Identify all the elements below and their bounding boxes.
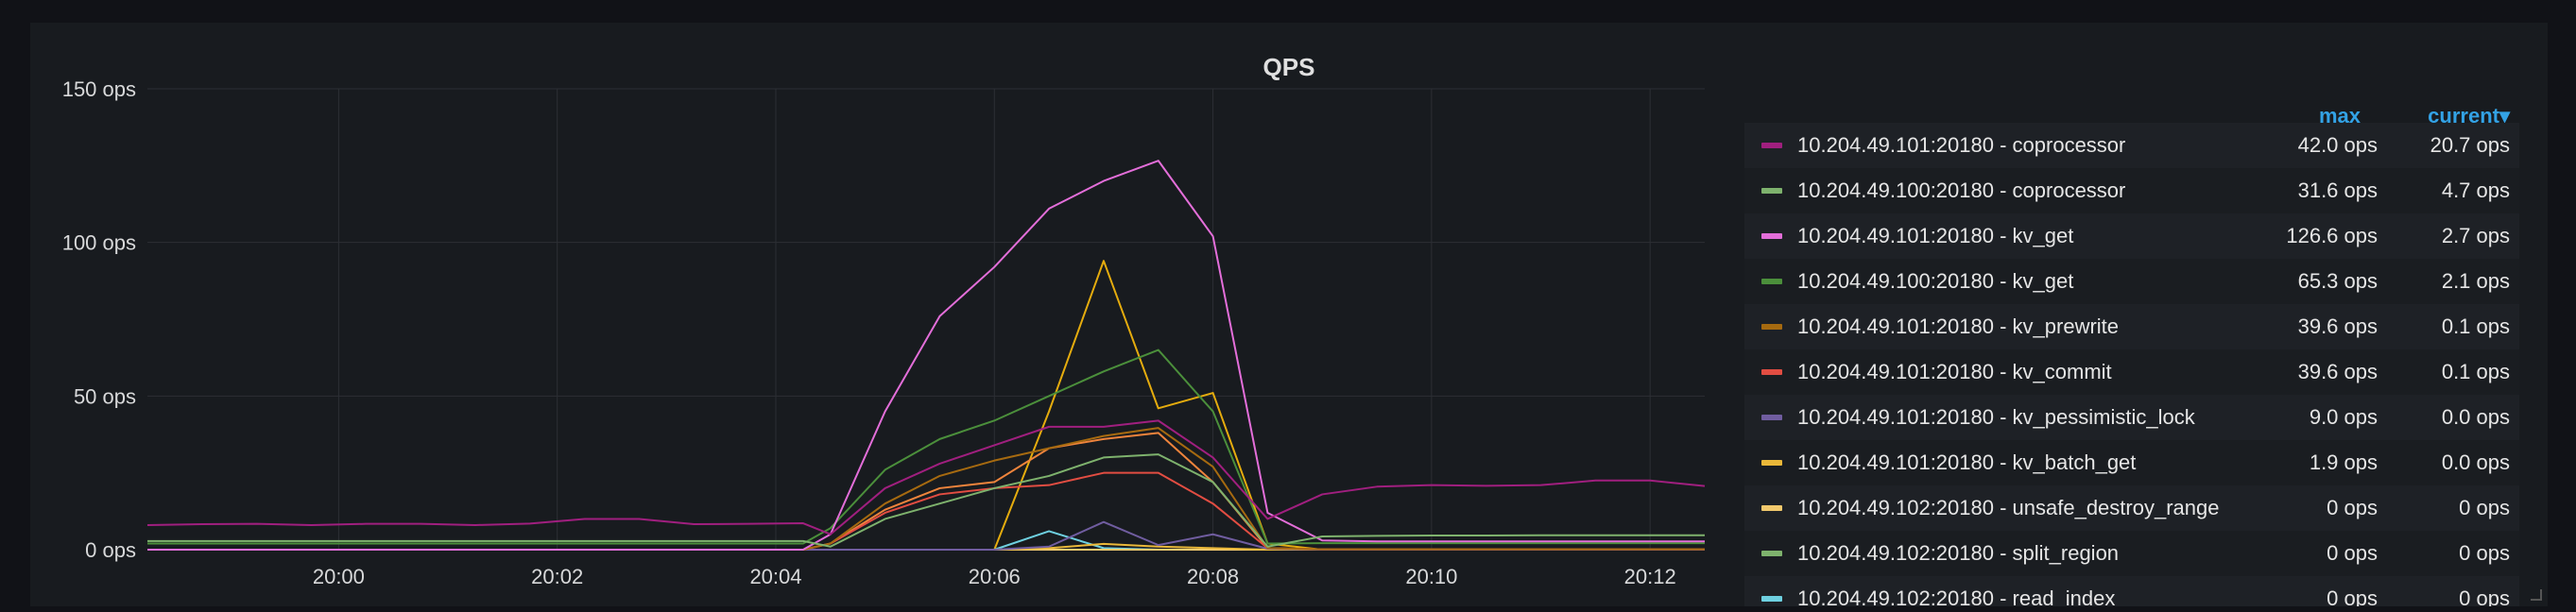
legend-swatch-icon[interactable] — [1761, 233, 1782, 239]
legend-swatch-icon[interactable] — [1761, 596, 1782, 602]
legend-item-name[interactable]: 10.204.49.101:20180 - kv_prewrite — [1797, 304, 2119, 349]
legend-item-name[interactable]: 10.204.49.101:20180 - kv_batch_get — [1797, 440, 2136, 485]
legend-item-name[interactable]: 10.204.49.101:20180 - coprocessor — [1797, 123, 2125, 168]
legend-header: max current▾ — [1744, 81, 2519, 123]
legend-item[interactable]: 10.204.49.101:20180 - kv_prewrite 39.6 op… — [1744, 304, 2519, 349]
series-line[interactable] — [147, 454, 1705, 547]
chart-series — [147, 161, 1705, 550]
legend-item-max: 42.0 ops — [2298, 123, 2378, 168]
resize-handle-icon[interactable] — [2531, 589, 2542, 601]
legend-item-max: 9.0 ops — [2310, 395, 2378, 440]
y-tick-label: 100 ops — [62, 231, 136, 255]
legend-item-max: 31.6 ops — [2298, 168, 2378, 213]
chart-legend: max current▾ 10.204.49.101:20180 - copro… — [1744, 81, 2519, 606]
chart-grid — [147, 89, 1705, 550]
legend-swatch-icon[interactable] — [1761, 415, 1782, 420]
legend-item-max: 126.6 ops — [2286, 213, 2378, 259]
series-line[interactable] — [147, 433, 1705, 550]
series-line[interactable] — [147, 473, 1705, 550]
y-tick-label: 150 ops — [62, 77, 136, 101]
series-line[interactable] — [147, 420, 1705, 534]
legend-item-name[interactable]: 10.204.49.100:20180 - kv_get — [1797, 259, 2073, 304]
series-line[interactable] — [147, 161, 1705, 550]
legend-item-max: 39.6 ops — [2298, 349, 2378, 395]
legend-swatch-icon[interactable] — [1761, 324, 1782, 330]
x-tick-label: 20:00 — [313, 565, 365, 588]
legend-item-max: 0 ops — [2327, 531, 2378, 576]
x-tick-label: 20:02 — [531, 565, 583, 588]
legend-item-current: 2.7 ops — [2442, 213, 2510, 259]
x-axis: 20:00 20:02 20:04 20:06 20:08 20:10 20:12 — [313, 565, 1676, 588]
legend-swatch-icon[interactable] — [1761, 143, 1782, 148]
legend-rows: 10.204.49.101:20180 - coprocessor 42.0 op… — [1744, 123, 2519, 606]
legend-item-name[interactable]: 10.204.49.102:20180 - split_region — [1797, 531, 2119, 576]
series-line[interactable] — [147, 261, 1705, 550]
legend-swatch-icon[interactable] — [1761, 505, 1782, 511]
legend-item[interactable]: 10.204.49.101:20180 - kv_batch_get 1.9 op… — [1744, 440, 2519, 485]
legend-item-max: 1.9 ops — [2310, 440, 2378, 485]
legend-item-name[interactable]: 10.204.49.100:20180 - coprocessor — [1797, 168, 2125, 213]
x-tick-label: 20:10 — [1405, 565, 1457, 588]
legend-item[interactable]: 10.204.49.102:20180 - unsafe_destroy_ran… — [1744, 485, 2519, 531]
legend-swatch-icon[interactable] — [1761, 369, 1782, 375]
legend-item-current: 0.0 ops — [2442, 395, 2510, 440]
legend-swatch-icon[interactable] — [1761, 279, 1782, 284]
legend-item-max: 39.6 ops — [2298, 304, 2378, 349]
legend-item-name[interactable]: 10.204.49.101:20180 - kv_get — [1797, 213, 2073, 259]
y-tick-label: 50 ops — [74, 384, 136, 408]
legend-item-name[interactable]: 10.204.49.101:20180 - kv_commit — [1797, 349, 2112, 395]
y-tick-label: 0 ops — [85, 538, 136, 562]
legend-item-name[interactable]: 10.204.49.102:20180 - read_index — [1797, 576, 2115, 606]
legend-item[interactable]: 10.204.49.101:20180 - kv_get 126.6 ops 2.7… — [1744, 213, 2519, 259]
x-tick-label: 20:12 — [1624, 565, 1676, 588]
legend-item[interactable]: 10.204.49.102:20180 - split_region 0 ops 0… — [1744, 531, 2519, 576]
legend-item-current: 0.1 ops — [2442, 304, 2510, 349]
x-tick-label: 20:04 — [749, 565, 801, 588]
x-tick-label: 20:08 — [1187, 565, 1239, 588]
legend-item[interactable]: 10.204.49.100:20180 - coprocessor 31.6 op… — [1744, 168, 2519, 213]
legend-item[interactable]: 10.204.49.100:20180 - kv_get 65.3 ops 2.1 … — [1744, 259, 2519, 304]
legend-item-max: 0 ops — [2327, 576, 2378, 606]
legend-item[interactable]: 10.204.49.102:20180 - read_index 0 ops 0 o… — [1744, 576, 2519, 606]
legend-item-current: 20.7 ops — [2430, 123, 2510, 168]
legend-item[interactable]: 10.204.49.101:20180 - kv_pessimistic_loc… — [1744, 395, 2519, 440]
legend-swatch-icon[interactable] — [1761, 460, 1782, 466]
legend-item-current: 0 ops — [2459, 531, 2510, 576]
legend-item-current: 0.1 ops — [2442, 349, 2510, 395]
legend-item-current: 4.7 ops — [2442, 168, 2510, 213]
qps-panel: QPS 0 ops 50 ops 100 ops 150 ops 20:00 20:02… — [30, 23, 2548, 606]
legend-item-current: 0 ops — [2459, 576, 2510, 606]
legend-item-name[interactable]: 10.204.49.101:20180 - kv_pessimistic_loc… — [1797, 395, 2195, 440]
series-line[interactable] — [147, 350, 1705, 544]
legend-item-max: 0 ops — [2327, 485, 2378, 531]
legend-swatch-icon[interactable] — [1761, 551, 1782, 556]
legend-item[interactable]: 10.204.49.101:20180 - kv_commit 39.6 ops 0… — [1744, 349, 2519, 395]
legend-item-current: 0 ops — [2459, 485, 2510, 531]
legend-item-max: 65.3 ops — [2298, 259, 2378, 304]
legend-item-current: 0.0 ops — [2442, 440, 2510, 485]
x-tick-label: 20:06 — [969, 565, 1021, 588]
legend-item-current: 2.1 ops — [2442, 259, 2510, 304]
y-axis: 0 ops 50 ops 100 ops 150 ops — [62, 77, 136, 562]
legend-swatch-icon[interactable] — [1761, 188, 1782, 194]
legend-item-name[interactable]: 10.204.49.102:20180 - unsafe_destroy_ran… — [1797, 485, 2219, 531]
legend-item[interactable]: 10.204.49.101:20180 - coprocessor 42.0 op… — [1744, 123, 2519, 168]
